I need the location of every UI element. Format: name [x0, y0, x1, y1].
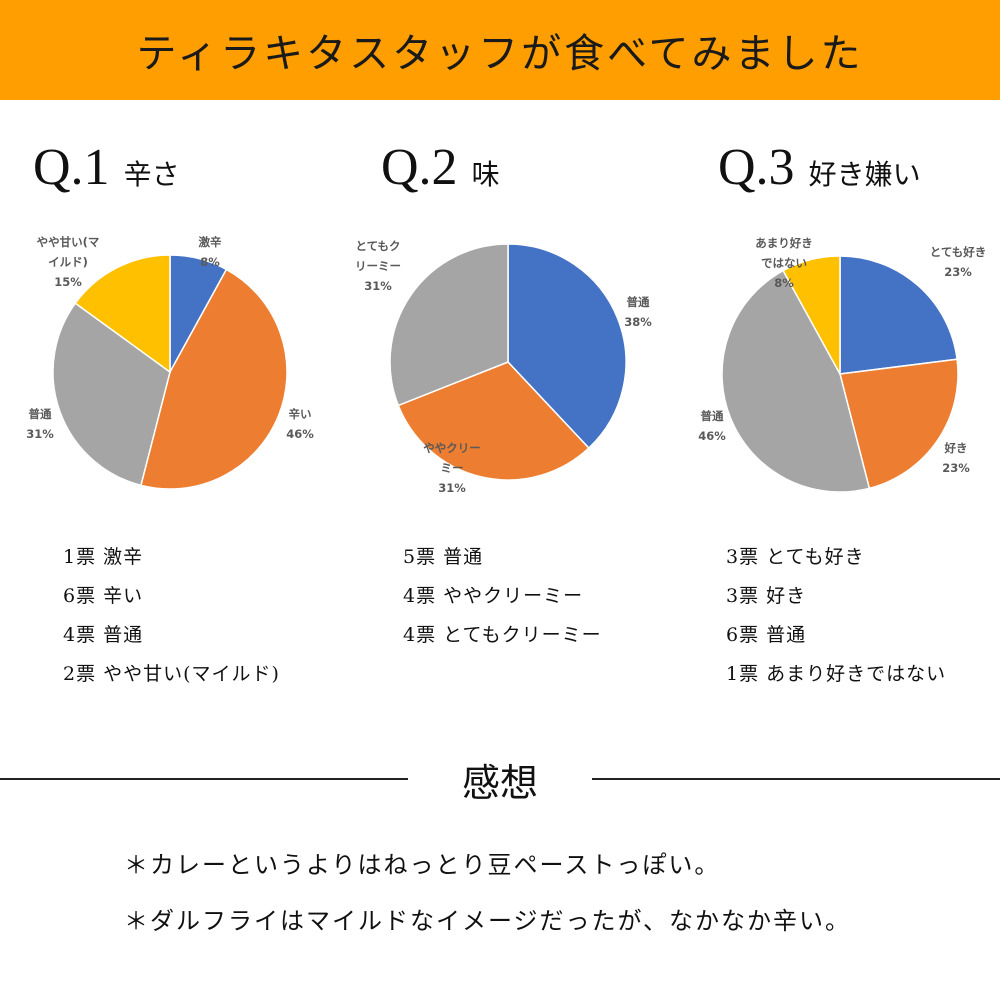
pie-slice-label: あまり好きではない 8%: [755, 236, 813, 290]
question-topic: 好き嫌い: [808, 158, 921, 191]
impression-comment: ＊カレーというよりはねっとり豆ペーストっぽい。: [124, 851, 721, 879]
pie-slice-label: 激辛 8%: [199, 235, 222, 269]
header-banner: ティラキタスタッフが食べてみました: [0, 0, 1000, 100]
pie-slice-label: ややクリーミー 31%: [423, 441, 481, 495]
vote-list-q1: 1票 激辛 6票 辛い 4票 普通 2票 やや甘い(マイルド): [63, 538, 280, 694]
question-1-heading: Q.1 辛さ: [33, 138, 180, 197]
pie-slice: [839, 255, 958, 375]
pie-slice-label: 好き 23%: [942, 441, 970, 475]
pie-slice-label: 辛い 46%: [286, 407, 314, 441]
pie-slice: [721, 269, 871, 493]
page-title: ティラキタスタッフが食べてみました: [136, 31, 864, 77]
pie-chart-2: 普通 38% ややクリーミー 31% とてもクリーミー 31%: [355, 239, 652, 495]
pie-slice-label: とても好き 23%: [930, 245, 987, 279]
vote-line: 4票 とてもクリーミー: [403, 624, 602, 646]
vote-line: 1票 あまり好きではない: [726, 663, 947, 685]
question-2-heading: Q.2 味: [381, 138, 500, 197]
pie-slice-label: 普通 31%: [26, 407, 54, 441]
impressions-heading: 感想: [461, 761, 538, 805]
pie-slice: [397, 361, 590, 481]
vote-line: 6票 辛い: [63, 585, 144, 607]
question-number: Q.1: [33, 139, 110, 196]
pie-slice: [74, 254, 171, 374]
vote-line: 6票 普通: [726, 624, 807, 646]
pie-slice: [139, 268, 288, 490]
question-3-heading: Q.3 好き嫌い: [718, 138, 921, 197]
question-number: Q.2: [381, 139, 458, 196]
pie-slice-label: 普通 38%: [624, 295, 652, 329]
vote-line: 4票 ややクリーミー: [403, 585, 584, 607]
pie-slice-label: とてもクリーミー 31%: [355, 239, 401, 293]
pie-chart-3: とても好き 23% 好き 23% 普通 46% あまり好きではない 8%: [698, 236, 987, 493]
divider-right: [592, 778, 1000, 780]
question-number: Q.3: [718, 139, 795, 196]
vote-line: 3票 好き: [726, 585, 807, 607]
pie-slice-label: 普通 46%: [698, 409, 726, 443]
vote-line: 2票 やや甘い(マイルド): [63, 663, 280, 685]
pie-chart-1: 激辛 8% 辛い 46% 普通 31% やや甘い(マイルド) 15%: [26, 235, 314, 490]
vote-line: 1票 激辛: [63, 546, 144, 568]
vote-line: 5票 普通: [403, 546, 484, 568]
vote-line: 4票 普通: [63, 624, 144, 646]
impression-comment: ＊ダルフライはマイルドなイメージだったが、なかなか辛い。: [124, 907, 852, 935]
vote-list-q3: 3票 とても好き 3票 好き 6票 普通 1票 あまり好きではない: [726, 538, 946, 694]
divider-left: [0, 778, 408, 780]
pie-slice-label: やや甘い(マイルド) 15%: [37, 235, 100, 289]
vote-list-q2: 5票 普通 4票 ややクリーミー 4票 とてもクリーミー: [403, 538, 602, 655]
pie-slice: [389, 243, 509, 407]
pie-slice: [839, 358, 959, 490]
pie-slice: [782, 255, 841, 375]
pie-slice: [52, 302, 171, 487]
vote-line: 3票 とても好き: [726, 546, 865, 568]
question-topic: 味: [471, 158, 500, 191]
question-topic: 辛さ: [123, 158, 180, 191]
pie-slice: [507, 243, 627, 450]
